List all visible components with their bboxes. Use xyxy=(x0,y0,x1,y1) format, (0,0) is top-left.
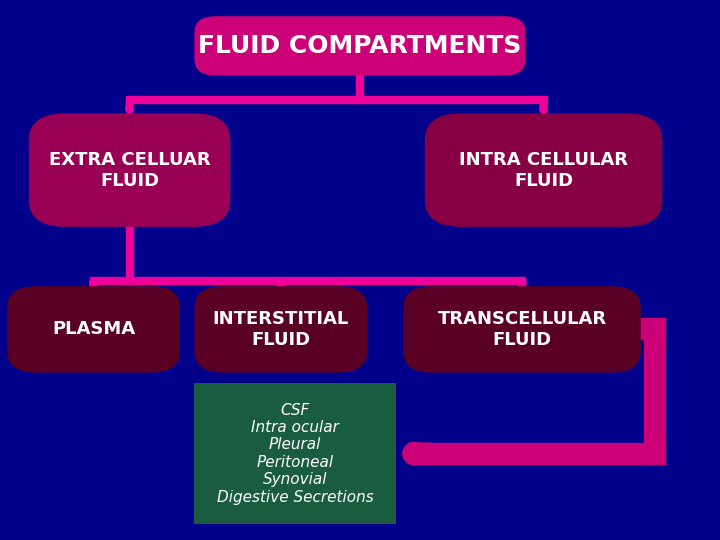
Text: TRANSCELLULAR
FLUID: TRANSCELLULAR FLUID xyxy=(438,310,606,349)
FancyBboxPatch shape xyxy=(194,383,396,524)
FancyBboxPatch shape xyxy=(403,286,641,373)
Text: INTERSTITIAL
FLUID: INTERSTITIAL FLUID xyxy=(212,310,349,349)
FancyBboxPatch shape xyxy=(194,286,367,373)
FancyBboxPatch shape xyxy=(425,113,662,227)
Text: CSF
Intra ocular
Pleural
Peritoneal
Synovial
Digestive Secretions: CSF Intra ocular Pleural Peritoneal Syno… xyxy=(217,403,374,504)
Text: PLASMA: PLASMA xyxy=(52,320,135,339)
FancyBboxPatch shape xyxy=(194,16,526,76)
Text: EXTRA CELLUAR
FLUID: EXTRA CELLUAR FLUID xyxy=(49,151,210,190)
Text: FLUID COMPARTMENTS: FLUID COMPARTMENTS xyxy=(198,34,522,58)
FancyBboxPatch shape xyxy=(29,113,230,227)
Text: INTRA CELLULAR
FLUID: INTRA CELLULAR FLUID xyxy=(459,151,628,190)
FancyBboxPatch shape xyxy=(7,286,180,373)
